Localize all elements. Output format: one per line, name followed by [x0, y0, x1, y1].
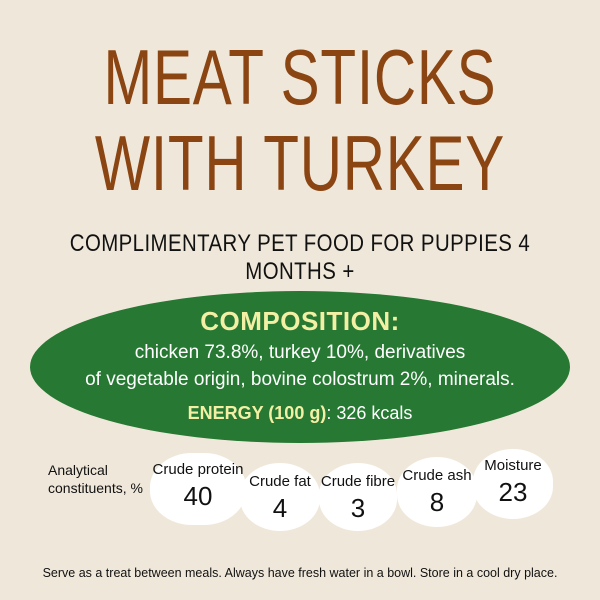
- product-title-line-1: MEAT STICKS: [103, 33, 497, 121]
- constituent-label: Crude fibre: [320, 473, 396, 490]
- constituent-label: Crude ash: [402, 467, 472, 484]
- composition-heading: COMPOSITION:: [200, 306, 400, 336]
- energy-line: ENERGY (100 g): 326 kcals: [0, 402, 600, 424]
- product-subtitle: COMPLIMENTARY PET FOOD FOR PUPPIES 4 MON…: [69, 230, 531, 285]
- analytical-constituents-label: Analytical constituents, %: [48, 462, 143, 496]
- constituent-value: 8: [429, 487, 445, 517]
- composition-panel: [30, 291, 570, 443]
- energy-label: ENERGY (100 g): [187, 403, 327, 423]
- constituent-crude-fat: Crude fat 4: [240, 463, 320, 531]
- constituent-crude-protein: Crude protein 40: [150, 453, 246, 525]
- constituent-value: 23: [498, 477, 528, 507]
- constituent-label: Moisture: [484, 457, 542, 474]
- constituent-label: Crude protein: [152, 461, 244, 478]
- product-title-line-2: WITH TURKEY: [94, 119, 506, 207]
- footer-instructions: Serve as a treat between meals. Always h…: [42, 566, 558, 580]
- constituent-crude-ash: Crude ash 8: [397, 457, 477, 527]
- constituent-value: 4: [272, 493, 288, 523]
- composition-text-line-1: chicken 73.8%, turkey 10%, derivatives: [134, 342, 466, 363]
- constituent-value: 3: [350, 493, 366, 523]
- energy-value: : 326 kcals: [326, 403, 413, 423]
- composition-text-line-2: of vegetable origin, bovine colostrum 2%…: [85, 369, 515, 390]
- constituent-value: 40: [183, 481, 213, 511]
- constituent-label: Crude fat: [249, 473, 311, 490]
- constituent-moisture: Moisture 23: [473, 449, 553, 519]
- constituent-crude-fibre: Crude fibre 3: [319, 463, 397, 531]
